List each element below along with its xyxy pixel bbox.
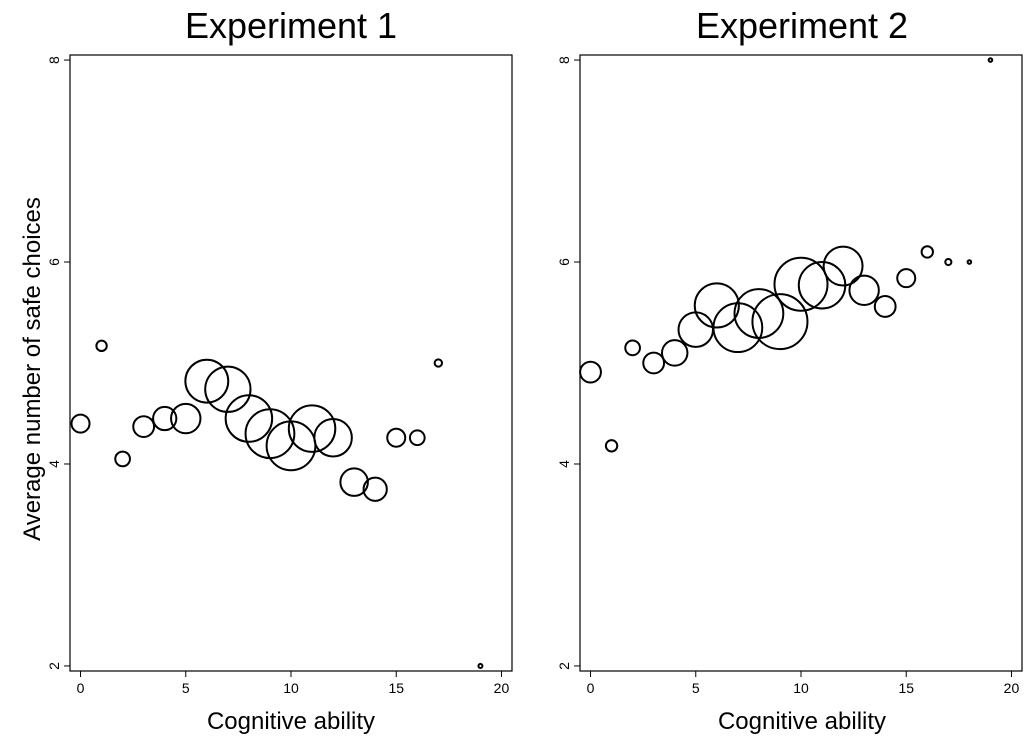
bubble-point: [848, 274, 880, 306]
y-tick-label: 8: [556, 56, 572, 64]
y-tick-label: 8: [46, 56, 62, 64]
y-tick-label: 4: [556, 460, 572, 468]
bubble-marks: [70, 339, 484, 669]
bubble-marks: [579, 57, 994, 453]
bubble-point: [966, 259, 973, 265]
bubble-point: [896, 268, 917, 289]
bubble-point: [604, 439, 619, 453]
bubble-point: [408, 429, 426, 447]
bubble-point: [184, 358, 230, 404]
bubble-point: [693, 282, 740, 329]
x-tick-label: 20: [494, 680, 510, 696]
bubble-point: [224, 394, 274, 443]
x-tick-label: 5: [182, 680, 190, 696]
bubble-point: [70, 413, 91, 434]
y-tick-label: 6: [556, 258, 572, 266]
bubble-point: [152, 405, 178, 432]
x-tick-label: 10: [283, 680, 299, 696]
panel-title: Experiment 2: [696, 5, 908, 46]
bubble-point: [204, 365, 252, 413]
bubble-point: [170, 402, 202, 435]
panel-title: Experiment 1: [185, 5, 397, 46]
x-tick-label: 0: [77, 680, 85, 696]
bubble-point: [987, 57, 994, 63]
plot-frame: [579, 54, 1023, 672]
y-tick-label: 2: [46, 662, 62, 670]
bubble-point: [132, 415, 156, 439]
bubble-point: [773, 256, 829, 312]
bubble-point: [920, 245, 934, 259]
x-tick-label: 20: [1004, 680, 1020, 696]
bubble-point: [642, 351, 666, 375]
experiment-2-panel: Experiment 2 0 5 10 15 20 2 4 6 8 Cognitive abi…: [556, 5, 1023, 735]
y-axis-ticks: 2 4 6 8: [46, 56, 70, 670]
x-tick-label: 10: [793, 680, 809, 696]
bubble-point: [362, 476, 388, 502]
y-axis-ticks: 2 4 6 8: [556, 56, 580, 670]
x-axis-ticks: 0 5 10 15 20: [587, 671, 1020, 696]
bubble-point: [660, 339, 689, 367]
bubble-point: [313, 417, 353, 458]
y-tick-label: 6: [46, 258, 62, 266]
bubble-point: [733, 288, 785, 339]
bubble-point: [339, 467, 369, 497]
x-axis-title: Cognitive ability: [207, 708, 375, 735]
bubble-point: [677, 311, 715, 348]
y-tick-label: 2: [556, 662, 572, 670]
x-tick-label: 5: [692, 680, 700, 696]
bubble-point: [386, 427, 407, 448]
x-axis-ticks: 0 5 10 15 20: [77, 671, 510, 696]
y-tick-label: 4: [46, 460, 62, 468]
x-tick-label: 0: [587, 680, 595, 696]
bubble-point: [944, 257, 953, 267]
bubble-point: [751, 293, 809, 351]
plot-frame: [69, 54, 513, 672]
y-axis-title: Average number of safe choices: [19, 197, 46, 541]
x-axis-title: Cognitive ability: [718, 708, 886, 735]
bubble-point: [477, 662, 484, 669]
bubble-point: [433, 358, 444, 368]
x-tick-label: 15: [388, 680, 404, 696]
bubble-point: [873, 295, 897, 318]
bubble-point: [114, 450, 131, 468]
bubble-point: [287, 404, 337, 453]
bubble-point: [95, 339, 108, 353]
bubble-point: [822, 245, 864, 287]
experiment-1-panel: Experiment 1 Average number of safe choi…: [19, 5, 513, 735]
bubble-point: [624, 339, 641, 357]
bubble-point: [579, 360, 602, 384]
x-tick-label: 15: [898, 680, 914, 696]
